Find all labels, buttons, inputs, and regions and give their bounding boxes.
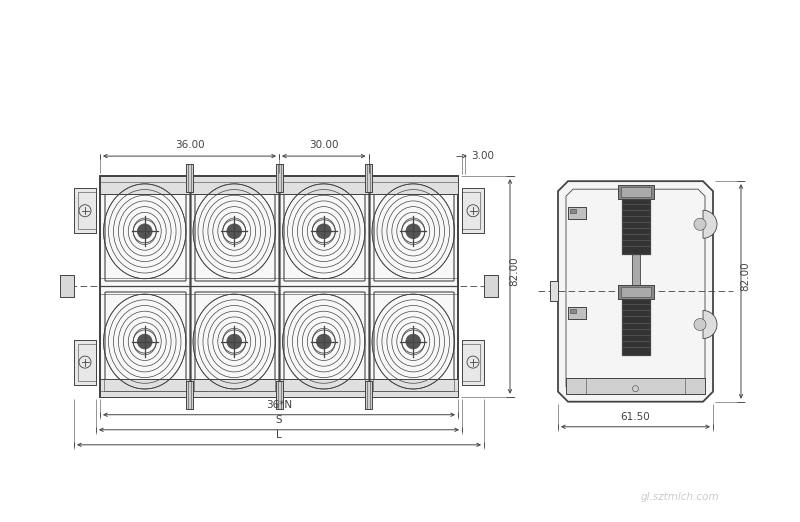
Bar: [462, 339, 484, 385]
Bar: [60, 276, 74, 298]
Bar: [100, 176, 458, 397]
Bar: [194, 194, 274, 281]
Bar: [194, 194, 275, 280]
Circle shape: [138, 334, 152, 349]
Bar: [104, 194, 186, 280]
Bar: [74, 188, 96, 233]
Circle shape: [694, 318, 706, 330]
Bar: [186, 381, 193, 409]
Bar: [570, 209, 576, 213]
Bar: [104, 292, 186, 390]
Bar: [275, 381, 282, 409]
Circle shape: [406, 334, 421, 349]
Circle shape: [316, 224, 331, 239]
Bar: [568, 207, 586, 219]
Bar: [100, 176, 458, 397]
Bar: [194, 292, 275, 390]
Text: gl.sztmlch.com: gl.sztmlch.com: [641, 492, 719, 502]
Text: 82.00: 82.00: [509, 257, 519, 287]
Bar: [186, 381, 193, 409]
Bar: [365, 164, 372, 192]
Bar: [568, 307, 586, 319]
Bar: [462, 188, 484, 233]
Bar: [373, 292, 454, 390]
Text: 36.00: 36.00: [174, 140, 204, 150]
Bar: [100, 176, 458, 194]
Bar: [550, 281, 558, 302]
Bar: [622, 300, 650, 354]
Wedge shape: [703, 210, 717, 239]
Bar: [631, 227, 639, 300]
Bar: [284, 291, 363, 378]
Bar: [484, 276, 498, 298]
Bar: [484, 276, 498, 298]
Bar: [284, 194, 363, 281]
Bar: [462, 188, 484, 233]
Circle shape: [227, 224, 242, 239]
Polygon shape: [558, 181, 713, 402]
Bar: [100, 378, 458, 397]
Text: L: L: [276, 430, 282, 440]
Text: 30.00: 30.00: [309, 140, 338, 150]
Bar: [60, 276, 74, 298]
Bar: [283, 194, 365, 280]
Circle shape: [316, 334, 331, 349]
Bar: [618, 185, 654, 199]
Bar: [374, 291, 453, 378]
Bar: [622, 199, 650, 254]
Text: S: S: [276, 415, 282, 425]
Bar: [365, 381, 372, 409]
Circle shape: [138, 224, 152, 239]
Bar: [275, 164, 282, 192]
Bar: [618, 286, 654, 300]
Bar: [568, 207, 586, 219]
Bar: [74, 188, 96, 233]
Bar: [186, 164, 193, 192]
Bar: [621, 187, 650, 197]
Bar: [568, 307, 586, 319]
Bar: [570, 310, 576, 314]
Bar: [373, 194, 454, 280]
Wedge shape: [703, 311, 717, 339]
Bar: [275, 381, 282, 409]
Bar: [100, 176, 458, 194]
Bar: [374, 194, 453, 281]
Bar: [78, 343, 96, 381]
Bar: [566, 377, 705, 394]
Bar: [618, 185, 654, 199]
Circle shape: [406, 224, 421, 239]
Bar: [105, 194, 185, 281]
Bar: [462, 343, 480, 381]
Bar: [100, 378, 458, 397]
Bar: [105, 291, 185, 378]
Bar: [78, 192, 96, 229]
Circle shape: [694, 218, 706, 230]
Bar: [365, 164, 372, 192]
Bar: [74, 339, 96, 385]
Text: 3.00: 3.00: [471, 151, 494, 161]
Circle shape: [227, 334, 242, 349]
Bar: [186, 164, 193, 192]
Bar: [462, 339, 484, 385]
Bar: [618, 286, 654, 300]
Bar: [550, 281, 558, 302]
Bar: [621, 288, 650, 298]
Bar: [462, 192, 480, 229]
Bar: [566, 377, 705, 394]
Text: Engineering Drawing: Engineering Drawing: [236, 33, 564, 61]
Bar: [74, 339, 96, 385]
Text: 36*N: 36*N: [266, 400, 292, 410]
Bar: [275, 164, 282, 192]
Bar: [365, 381, 372, 409]
Bar: [283, 292, 365, 390]
Text: 82.00: 82.00: [740, 262, 750, 291]
Bar: [194, 291, 274, 378]
Text: 61.50: 61.50: [621, 412, 650, 422]
